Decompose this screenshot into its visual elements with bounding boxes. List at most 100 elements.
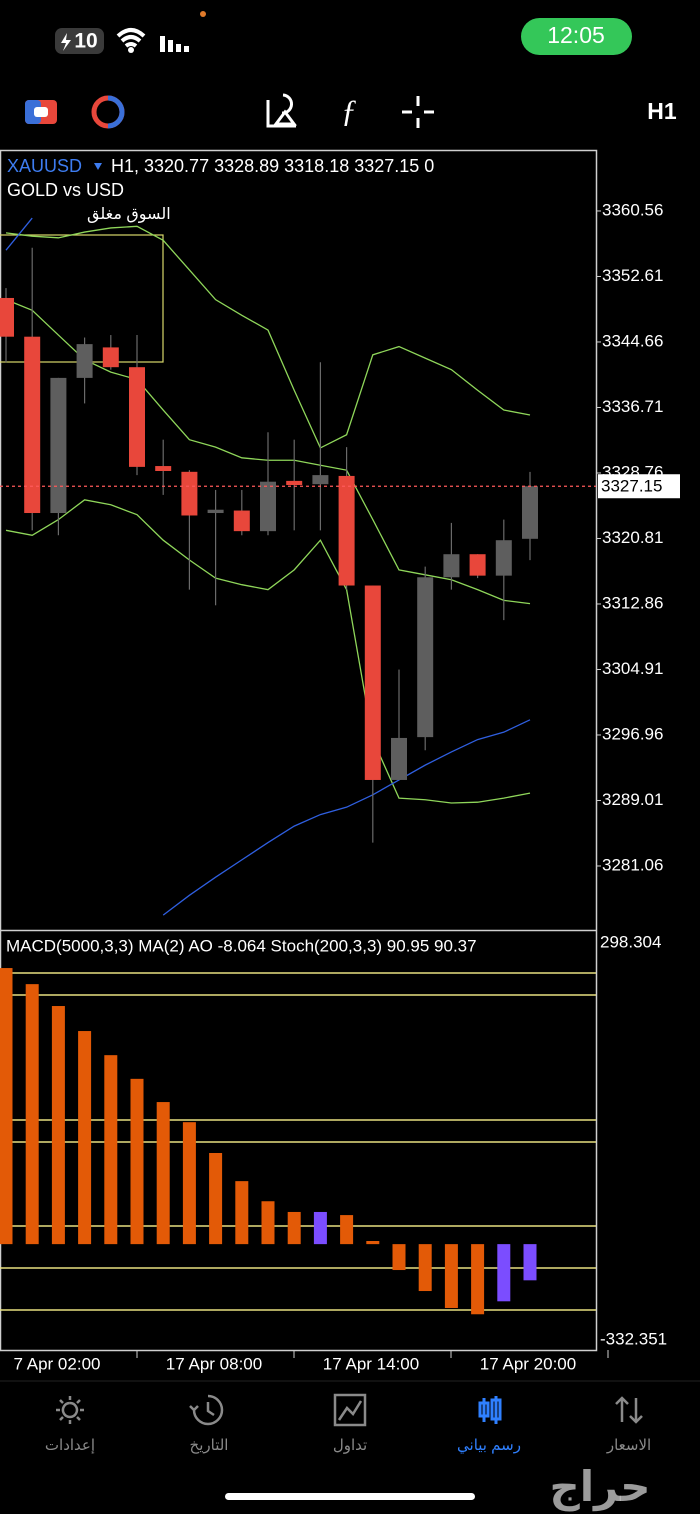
- candle-body: [338, 475, 355, 586]
- candle-body: [522, 486, 538, 539]
- nav-label[interactable]: رسم بياني: [457, 1437, 521, 1455]
- indicator-line: [5, 217, 531, 916]
- y-tick-label: 3360.56: [602, 200, 663, 219]
- x-tick-label: 7 Apr 02:00: [14, 1354, 101, 1373]
- histogram-bar: [130, 1078, 144, 1245]
- symbol-caret: [94, 163, 102, 170]
- symbol[interactable]: XAUUSD: [7, 156, 82, 176]
- candle-body: [443, 554, 460, 578]
- crosshair-icon[interactable]: [402, 96, 434, 128]
- bottom-nav: إعدادات التاريخ تداول رسم بياني الاسعار: [45, 1393, 651, 1455]
- x-tick-label: 17 Apr 20:00: [480, 1354, 576, 1373]
- candle-body: [260, 481, 276, 532]
- histogram-bar: [78, 1031, 92, 1245]
- candle-body: [495, 540, 512, 576]
- nav-icon[interactable]: [333, 1393, 367, 1427]
- clock: 12:05: [547, 22, 605, 48]
- bolt: [61, 33, 71, 51]
- indicator-line: [5, 225, 531, 449]
- y-tick-label: 3281.06: [602, 855, 663, 874]
- histogram-bar: [261, 1201, 275, 1245]
- home-indicator: [225, 1493, 475, 1500]
- histogram-bar: [471, 1244, 485, 1315]
- signal: [160, 36, 189, 52]
- chart-frame: [0, 149, 598, 1352]
- candle-body: [181, 471, 198, 516]
- wifi-dot: [128, 47, 134, 53]
- dot: [200, 11, 206, 17]
- histogram-bar: [0, 968, 13, 1245]
- last-price-box: [598, 474, 680, 499]
- y-tick-label: 3352.61: [602, 266, 663, 285]
- indicator-title: MACD(5000,3,3) MA(2) AO -8.064 Stoch(200…: [6, 936, 477, 955]
- histogram-bar: [182, 1122, 196, 1245]
- histogram-bar: [313, 1211, 327, 1245]
- histogram-bar: [444, 1244, 458, 1309]
- y-tick-label: 3336.71: [602, 397, 663, 416]
- candle-body: [207, 509, 224, 514]
- toolbar: ƒ H1: [25, 92, 677, 129]
- indicators-icon-half: [107, 95, 125, 129]
- candle-body: [50, 377, 67, 514]
- price-panel: [0, 217, 596, 916]
- candle-body: [129, 367, 145, 467]
- timeframe[interactable]: H1: [647, 98, 677, 124]
- histogram-bar: [366, 1241, 380, 1245]
- candle-body: [364, 585, 381, 780]
- x-tick-label: 17 Apr 14:00: [323, 1354, 419, 1373]
- function-icon[interactable]: ƒ: [341, 92, 357, 128]
- objects-icon[interactable]: [266, 93, 297, 128]
- ohlc-header: H1, 3320.77 3328.89 3318.18 3327.15 0: [111, 156, 434, 176]
- candle-body: [286, 480, 303, 486]
- trade-icon-inner: [34, 107, 48, 117]
- nav-label[interactable]: الاسعار: [606, 1437, 651, 1454]
- x-tick-label: 17 Apr 08:00: [166, 1354, 262, 1373]
- last-price-label: 3327.15: [601, 477, 662, 496]
- histogram-bar: [209, 1152, 223, 1245]
- y-tick-label: 3344.66: [602, 331, 663, 350]
- indicator-panel: [0, 968, 596, 1315]
- histogram-bar: [287, 1211, 301, 1245]
- y-tick-label: 3320.81: [602, 528, 663, 547]
- levels: [0, 972, 596, 1311]
- y-tick-label: 3312.86: [602, 593, 663, 612]
- y-tick-label: 3296.96: [602, 724, 663, 743]
- nav-label[interactable]: إعدادات: [45, 1437, 95, 1454]
- histogram-bar: [392, 1244, 406, 1271]
- indicator-line: [5, 499, 531, 804]
- watermark: حراج: [549, 1463, 650, 1512]
- candle-body: [469, 554, 486, 576]
- candle-body: [417, 577, 434, 738]
- candle-body: [391, 737, 407, 780]
- histogram-bar: [51, 1006, 65, 1245]
- trade-icon-half: [25, 100, 41, 124]
- nav-icon[interactable]: [56, 1396, 84, 1424]
- histogram-bar: [523, 1244, 537, 1281]
- candle-body: [312, 475, 329, 485]
- subtitle: GOLD vs USD: [7, 180, 124, 200]
- histogram-bar: [104, 1055, 118, 1245]
- nav-icon[interactable]: [189, 1394, 224, 1426]
- wifi: [116, 28, 146, 48]
- candle-body: [24, 336, 41, 514]
- candle-body: [0, 297, 14, 337]
- nav-icon[interactable]: [478, 1396, 502, 1424]
- candle-body: [233, 510, 250, 532]
- nav-icon[interactable]: [615, 1396, 643, 1424]
- y-tick-label: 3304.91: [602, 659, 663, 678]
- battery-level: 10: [74, 30, 97, 53]
- histogram-bar: [25, 984, 39, 1245]
- candle-body: [155, 466, 172, 471]
- drawn-rectangle: [0, 234, 164, 363]
- axes: 3360.563352.613344.663336.713328.763320.…: [14, 200, 680, 1373]
- nav-label[interactable]: التاريخ: [190, 1437, 229, 1454]
- nav-label[interactable]: تداول: [333, 1437, 367, 1454]
- scale-label: 298.304: [600, 932, 661, 951]
- histogram-bar: [497, 1244, 511, 1302]
- histogram-bar: [156, 1102, 170, 1245]
- candle-body: [102, 347, 119, 368]
- histogram-bar: [235, 1181, 249, 1245]
- market-status: السوق مغلق: [87, 206, 171, 224]
